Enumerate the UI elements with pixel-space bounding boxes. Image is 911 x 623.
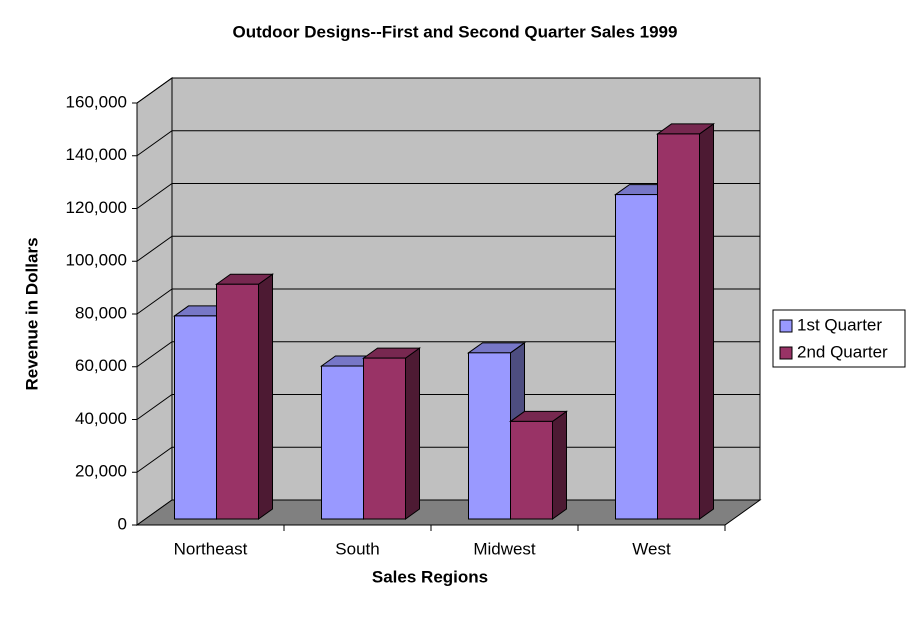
bar — [363, 357, 406, 520]
x-axis-title: Sales Regions — [372, 567, 488, 586]
x-tick-label: South — [335, 539, 379, 558]
bar — [657, 133, 700, 520]
x-tick-label: Midwest — [473, 539, 536, 558]
legend-swatch — [779, 319, 793, 333]
y-tick-label: 20,000 — [75, 462, 127, 481]
grid-line — [136, 394, 760, 420]
legend-swatch — [779, 346, 793, 360]
x-tick-label: Northeast — [174, 539, 248, 558]
y-tick-label: 40,000 — [75, 409, 127, 428]
y-tick-label: 160,000 — [66, 92, 127, 111]
bar-side — [699, 122, 714, 520]
chart-title: Outdoor Designs--First and Second Quarte… — [233, 22, 678, 41]
y-tick-label: 100,000 — [66, 251, 127, 270]
legend-label: 1st Quarter — [797, 315, 882, 334]
bar — [615, 194, 658, 520]
grid-line — [136, 130, 760, 157]
grid-line — [136, 183, 760, 209]
bar-side — [405, 347, 420, 520]
y-tick-label: 80,000 — [75, 303, 127, 322]
bar-side — [258, 273, 273, 520]
legend-box — [772, 309, 906, 368]
x-tick-label: West — [632, 539, 671, 558]
y-tick-label: 60,000 — [75, 356, 127, 375]
bar — [321, 365, 364, 520]
bar-side — [552, 410, 567, 520]
legend-label: 2nd Quarter — [797, 342, 888, 361]
bar — [174, 315, 217, 520]
grid-line — [136, 341, 760, 368]
y-tick-label: 0 — [118, 514, 127, 533]
y-axis-title: Revenue in Dollars — [22, 237, 41, 390]
grid-line — [136, 235, 760, 262]
bar — [216, 283, 259, 520]
y-tick-label: 120,000 — [66, 198, 127, 217]
bar — [468, 352, 511, 520]
grid-line — [136, 288, 760, 315]
y-tick-label: 140,000 — [66, 145, 127, 164]
grid-line — [136, 77, 760, 104]
bar — [510, 420, 553, 520]
